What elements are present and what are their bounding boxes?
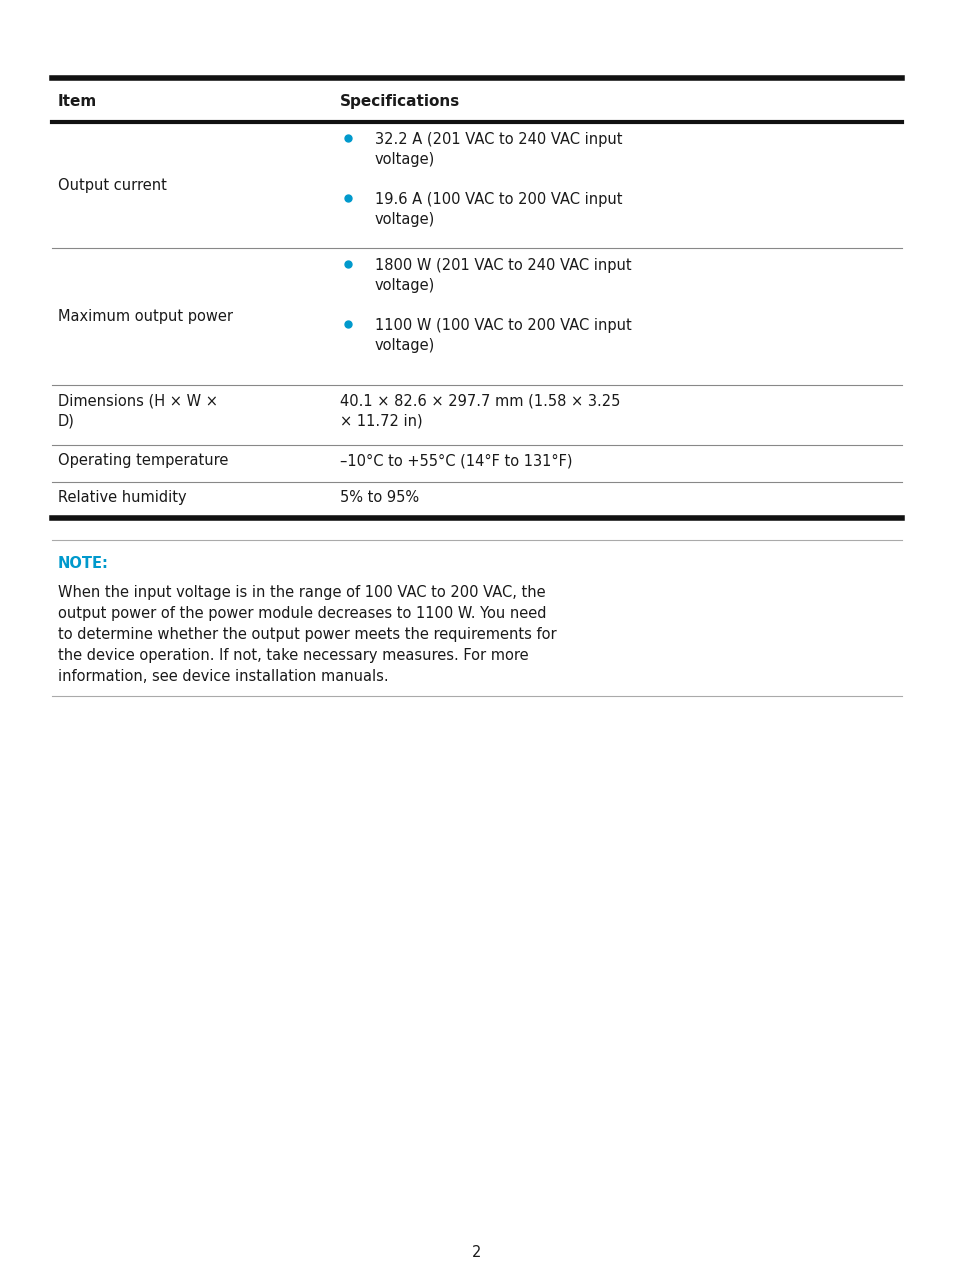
Text: Specifications: Specifications: [339, 94, 459, 109]
Text: NOTE:: NOTE:: [58, 555, 109, 571]
Text: 40.1 × 82.6 × 297.7 mm (1.58 × 3.25
× 11.72 in): 40.1 × 82.6 × 297.7 mm (1.58 × 3.25 × 11…: [339, 393, 619, 428]
Text: When the input voltage is in the range of 100 VAC to 200 VAC, the: When the input voltage is in the range o…: [58, 585, 545, 600]
Text: Maximum output power: Maximum output power: [58, 309, 233, 324]
Text: 1800 W (201 VAC to 240 VAC input
voltage): 1800 W (201 VAC to 240 VAC input voltage…: [375, 258, 631, 294]
Text: 32.2 A (201 VAC to 240 VAC input
voltage): 32.2 A (201 VAC to 240 VAC input voltage…: [375, 132, 622, 168]
Text: 1100 W (100 VAC to 200 VAC input
voltage): 1100 W (100 VAC to 200 VAC input voltage…: [375, 318, 631, 353]
Text: to determine whether the output power meets the requirements for: to determine whether the output power me…: [58, 627, 556, 642]
Text: Output current: Output current: [58, 178, 167, 192]
Text: 5% to 95%: 5% to 95%: [339, 491, 418, 505]
Text: Relative humidity: Relative humidity: [58, 491, 187, 505]
Text: information, see device installation manuals.: information, see device installation man…: [58, 669, 388, 684]
Text: –10°C to +55°C (14°F to 131°F): –10°C to +55°C (14°F to 131°F): [339, 452, 572, 468]
Text: the device operation. If not, take necessary measures. For more: the device operation. If not, take neces…: [58, 648, 528, 663]
Text: 2: 2: [472, 1246, 481, 1260]
Text: 19.6 A (100 VAC to 200 VAC input
voltage): 19.6 A (100 VAC to 200 VAC input voltage…: [375, 192, 622, 228]
Text: Dimensions (H × W ×
D): Dimensions (H × W × D): [58, 393, 218, 428]
Text: output power of the power module decreases to 1100 W. You need: output power of the power module decreas…: [58, 606, 546, 622]
Text: Item: Item: [58, 94, 97, 109]
Text: Operating temperature: Operating temperature: [58, 452, 228, 468]
